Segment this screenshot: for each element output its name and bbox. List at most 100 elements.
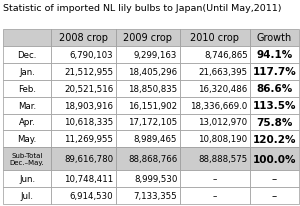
Text: 2008 crop: 2008 crop bbox=[59, 33, 108, 43]
Text: Mar.: Mar. bbox=[18, 101, 36, 110]
Bar bbox=[250, 170, 298, 187]
Text: 8,989,465: 8,989,465 bbox=[134, 135, 177, 144]
Text: 120.2%: 120.2% bbox=[253, 134, 296, 144]
Text: 21,663,395: 21,663,395 bbox=[199, 67, 248, 76]
Bar bbox=[52, 170, 116, 187]
Text: 2009 crop: 2009 crop bbox=[123, 33, 172, 43]
Text: Jun.: Jun. bbox=[19, 174, 35, 183]
Bar bbox=[180, 147, 250, 170]
Bar bbox=[116, 131, 180, 147]
Text: May.: May. bbox=[18, 135, 37, 144]
Bar bbox=[116, 47, 180, 63]
Text: 8,999,530: 8,999,530 bbox=[134, 174, 177, 183]
Text: 10,748,411: 10,748,411 bbox=[64, 174, 113, 183]
Bar bbox=[52, 114, 116, 131]
Bar bbox=[3, 170, 52, 187]
Text: –: – bbox=[272, 174, 277, 184]
Bar bbox=[250, 131, 298, 147]
Text: 88,868,766: 88,868,766 bbox=[128, 154, 177, 163]
Text: Statistic of imported NL lily bulbs to Japan(Until May,2011): Statistic of imported NL lily bulbs to J… bbox=[3, 4, 281, 13]
Bar bbox=[3, 47, 52, 63]
Bar bbox=[180, 170, 250, 187]
Text: –: – bbox=[213, 191, 217, 200]
Bar bbox=[116, 170, 180, 187]
Text: 86.6%: 86.6% bbox=[256, 84, 292, 94]
Text: 18,336,669.0: 18,336,669.0 bbox=[190, 101, 248, 110]
Bar bbox=[250, 147, 298, 170]
Bar bbox=[3, 187, 52, 204]
Bar bbox=[250, 80, 298, 97]
Bar bbox=[3, 80, 52, 97]
Bar bbox=[52, 97, 116, 114]
Bar bbox=[52, 147, 116, 170]
Text: 16,320,486: 16,320,486 bbox=[198, 84, 248, 93]
Text: 16,151,902: 16,151,902 bbox=[128, 101, 177, 110]
Text: 75.8%: 75.8% bbox=[256, 117, 292, 127]
Bar bbox=[3, 97, 52, 114]
Text: 8,746,865: 8,746,865 bbox=[204, 51, 248, 60]
Text: Sub-Total
Dec.–May.: Sub-Total Dec.–May. bbox=[10, 152, 45, 165]
Bar bbox=[116, 114, 180, 131]
Bar bbox=[116, 30, 180, 47]
Text: 18,903,916: 18,903,916 bbox=[64, 101, 113, 110]
Text: 113.5%: 113.5% bbox=[253, 101, 296, 111]
Bar bbox=[52, 30, 116, 47]
Bar bbox=[116, 147, 180, 170]
Text: Apr.: Apr. bbox=[19, 118, 36, 127]
Bar bbox=[3, 63, 52, 80]
Bar bbox=[3, 147, 52, 170]
Bar bbox=[180, 131, 250, 147]
Bar bbox=[116, 80, 180, 97]
Bar bbox=[180, 30, 250, 47]
Bar bbox=[250, 187, 298, 204]
Text: 18,405,296: 18,405,296 bbox=[128, 67, 177, 76]
Bar bbox=[52, 131, 116, 147]
Bar bbox=[52, 80, 116, 97]
Text: –: – bbox=[213, 174, 217, 183]
Bar bbox=[180, 187, 250, 204]
Bar bbox=[180, 47, 250, 63]
Text: –: – bbox=[272, 191, 277, 200]
Bar bbox=[52, 47, 116, 63]
Text: 17,172,105: 17,172,105 bbox=[128, 118, 177, 127]
Bar bbox=[116, 187, 180, 204]
Text: 6,790,103: 6,790,103 bbox=[70, 51, 113, 60]
Text: 10,618,335: 10,618,335 bbox=[64, 118, 113, 127]
Bar bbox=[250, 47, 298, 63]
Text: 13,012,970: 13,012,970 bbox=[199, 118, 248, 127]
Bar bbox=[250, 97, 298, 114]
Text: Jan.: Jan. bbox=[19, 67, 35, 76]
Text: 88,888,575: 88,888,575 bbox=[198, 154, 248, 163]
Bar bbox=[180, 63, 250, 80]
Bar bbox=[250, 30, 298, 47]
Text: Feb.: Feb. bbox=[18, 84, 36, 93]
Bar bbox=[3, 131, 52, 147]
Text: 10,808,190: 10,808,190 bbox=[199, 135, 248, 144]
Bar bbox=[3, 30, 52, 47]
Bar bbox=[180, 80, 250, 97]
Text: 18,850,835: 18,850,835 bbox=[128, 84, 177, 93]
Bar bbox=[180, 97, 250, 114]
Text: Dec.: Dec. bbox=[17, 51, 37, 60]
Bar bbox=[180, 114, 250, 131]
Text: 20,521,516: 20,521,516 bbox=[64, 84, 113, 93]
Bar bbox=[52, 63, 116, 80]
Text: 6,914,530: 6,914,530 bbox=[70, 191, 113, 200]
Text: 89,616,780: 89,616,780 bbox=[64, 154, 113, 163]
Text: Jul.: Jul. bbox=[21, 191, 34, 200]
Bar bbox=[116, 63, 180, 80]
Text: 11,269,955: 11,269,955 bbox=[64, 135, 113, 144]
Bar bbox=[250, 114, 298, 131]
Bar bbox=[250, 63, 298, 80]
Bar bbox=[52, 187, 116, 204]
Text: 100.0%: 100.0% bbox=[253, 154, 296, 164]
Text: 94.1%: 94.1% bbox=[256, 50, 292, 60]
Text: 9,299,163: 9,299,163 bbox=[134, 51, 177, 60]
Bar bbox=[116, 97, 180, 114]
Bar bbox=[3, 114, 52, 131]
Text: Growth: Growth bbox=[256, 33, 292, 43]
Text: 2010 crop: 2010 crop bbox=[190, 33, 239, 43]
Text: 117.7%: 117.7% bbox=[252, 67, 296, 77]
Text: 7,133,355: 7,133,355 bbox=[134, 191, 177, 200]
Text: 21,512,955: 21,512,955 bbox=[64, 67, 113, 76]
